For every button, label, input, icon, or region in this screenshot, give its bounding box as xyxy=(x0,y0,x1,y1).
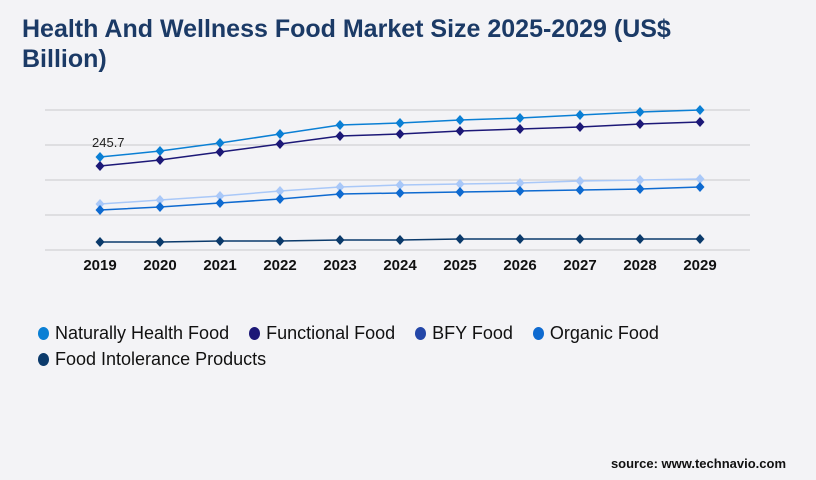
data-point xyxy=(95,205,105,216)
data-point xyxy=(455,187,465,198)
data-point xyxy=(215,147,225,158)
x-tick-label: 2029 xyxy=(683,257,716,274)
x-tick-label: 2024 xyxy=(383,257,417,274)
data-point xyxy=(635,175,645,186)
x-tick-label: 2027 xyxy=(563,257,596,274)
legend-item: Food Intolerance Products xyxy=(38,348,266,370)
legend-label: Food Intolerance Products xyxy=(55,348,267,369)
series-line xyxy=(99,121,701,167)
legend-label: Naturally Health Food xyxy=(55,322,230,343)
data-point xyxy=(455,233,465,244)
data-point xyxy=(635,107,645,118)
data-point xyxy=(575,185,585,196)
data-point xyxy=(155,237,165,248)
x-tick-label: 2021 xyxy=(203,257,236,274)
x-tick-label: 2025 xyxy=(443,257,476,274)
x-tick-label: 2022 xyxy=(263,257,296,274)
legend-label: BFY Food xyxy=(432,322,513,343)
data-point xyxy=(335,235,345,246)
data-point xyxy=(395,118,405,129)
data-point xyxy=(515,233,525,244)
data-point xyxy=(155,202,165,213)
legend-item: Functional Food xyxy=(249,322,395,344)
data-point xyxy=(215,191,225,202)
data-point xyxy=(275,235,285,246)
legend-marker-icon xyxy=(38,326,49,340)
data-point xyxy=(395,129,405,140)
data-point xyxy=(575,176,585,187)
data-point xyxy=(155,146,165,157)
data-point xyxy=(95,161,105,172)
data-point xyxy=(95,152,105,163)
x-tick-label: 2023 xyxy=(323,257,356,274)
x-tick-label: 2020 xyxy=(143,257,176,274)
legend-label: Functional Food xyxy=(266,322,396,343)
data-point xyxy=(455,126,465,137)
data-point xyxy=(95,199,105,210)
data-point xyxy=(395,188,405,199)
data-point xyxy=(395,180,405,191)
legend-item: Organic Food xyxy=(532,322,659,344)
data-point xyxy=(695,117,705,128)
data-point xyxy=(455,179,465,190)
data-point xyxy=(455,115,465,126)
x-tick-label: 2019 xyxy=(83,257,116,274)
data-point xyxy=(695,233,705,244)
data-point xyxy=(575,233,585,244)
data-point xyxy=(335,182,345,193)
data-point xyxy=(515,113,525,124)
data-point xyxy=(155,155,165,166)
data-point xyxy=(155,195,165,206)
data-point xyxy=(695,182,705,193)
legend-item: Naturally Health Food xyxy=(38,322,229,344)
data-label: 245.7 xyxy=(92,135,125,150)
data-point xyxy=(275,186,285,197)
data-point xyxy=(635,233,645,244)
data-point xyxy=(635,119,645,130)
data-point xyxy=(215,138,225,149)
data-point xyxy=(215,198,225,209)
legend-label: Organic Food xyxy=(549,322,659,343)
data-point xyxy=(515,124,525,135)
data-point xyxy=(395,235,405,246)
data-point xyxy=(515,186,525,197)
chart-title: Health And Wellness Food Market Size 202… xyxy=(22,15,671,73)
source-text: source: www.technavio.com xyxy=(610,456,786,471)
data-point xyxy=(275,139,285,150)
data-point xyxy=(335,131,345,142)
data-point xyxy=(275,194,285,205)
legend: Naturally Health Food Functional Food BFY … xyxy=(38,322,738,370)
data-point xyxy=(515,178,525,189)
x-tick-label: 2026 xyxy=(503,257,536,274)
legend-item: BFY Food xyxy=(415,322,513,344)
data-point xyxy=(575,110,585,121)
data-point xyxy=(695,174,705,185)
x-tick-label: 2028 xyxy=(623,257,656,274)
legend-marker-icon xyxy=(532,326,544,340)
data-point xyxy=(635,184,645,195)
data-point xyxy=(575,122,585,133)
data-point xyxy=(95,237,105,248)
data-point xyxy=(275,129,285,140)
data-point xyxy=(215,235,225,246)
data-point xyxy=(335,189,345,199)
legend-marker-icon xyxy=(415,326,427,340)
data-point xyxy=(335,120,345,131)
legend-marker-icon xyxy=(249,326,261,340)
legend-marker-icon xyxy=(38,352,49,366)
data-point xyxy=(695,105,705,116)
